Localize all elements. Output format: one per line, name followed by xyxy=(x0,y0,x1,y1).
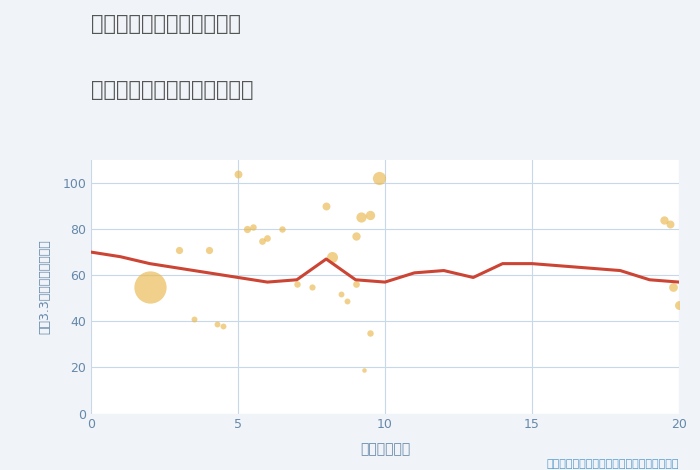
Point xyxy=(673,301,685,309)
Point xyxy=(365,212,376,219)
Point xyxy=(262,235,273,242)
Point xyxy=(212,320,223,328)
Text: 三重県松阪市飯高町粟野の: 三重県松阪市飯高町粟野の xyxy=(91,14,241,34)
Text: 駅距離別中古マンション価格: 駅距離別中古マンション価格 xyxy=(91,80,253,100)
Point xyxy=(321,202,332,210)
Point xyxy=(306,283,317,290)
Point xyxy=(188,315,199,323)
Point xyxy=(664,220,676,228)
Point xyxy=(350,232,361,240)
Point xyxy=(291,281,302,288)
Point xyxy=(374,174,385,182)
Point xyxy=(335,290,346,298)
Text: 円の大きさは、取引のあった物件面積を示す: 円の大きさは、取引のあった物件面積を示す xyxy=(547,459,679,469)
Point xyxy=(356,214,367,221)
Point xyxy=(326,253,337,260)
Point xyxy=(203,246,214,253)
Y-axis label: 坪（3.3㎡）単価（万円）: 坪（3.3㎡）単価（万円） xyxy=(38,239,51,334)
Point xyxy=(144,283,155,290)
Point xyxy=(359,366,370,374)
Point xyxy=(232,170,244,177)
Point xyxy=(365,329,376,337)
Point xyxy=(256,237,267,244)
Point xyxy=(341,297,352,304)
Point xyxy=(174,246,185,253)
Point xyxy=(241,225,253,233)
X-axis label: 駅距離（分）: 駅距離（分） xyxy=(360,443,410,456)
Point xyxy=(218,322,229,329)
Point xyxy=(247,223,258,230)
Point xyxy=(668,283,679,290)
Point xyxy=(276,225,288,233)
Point xyxy=(659,216,670,224)
Point xyxy=(350,281,361,288)
